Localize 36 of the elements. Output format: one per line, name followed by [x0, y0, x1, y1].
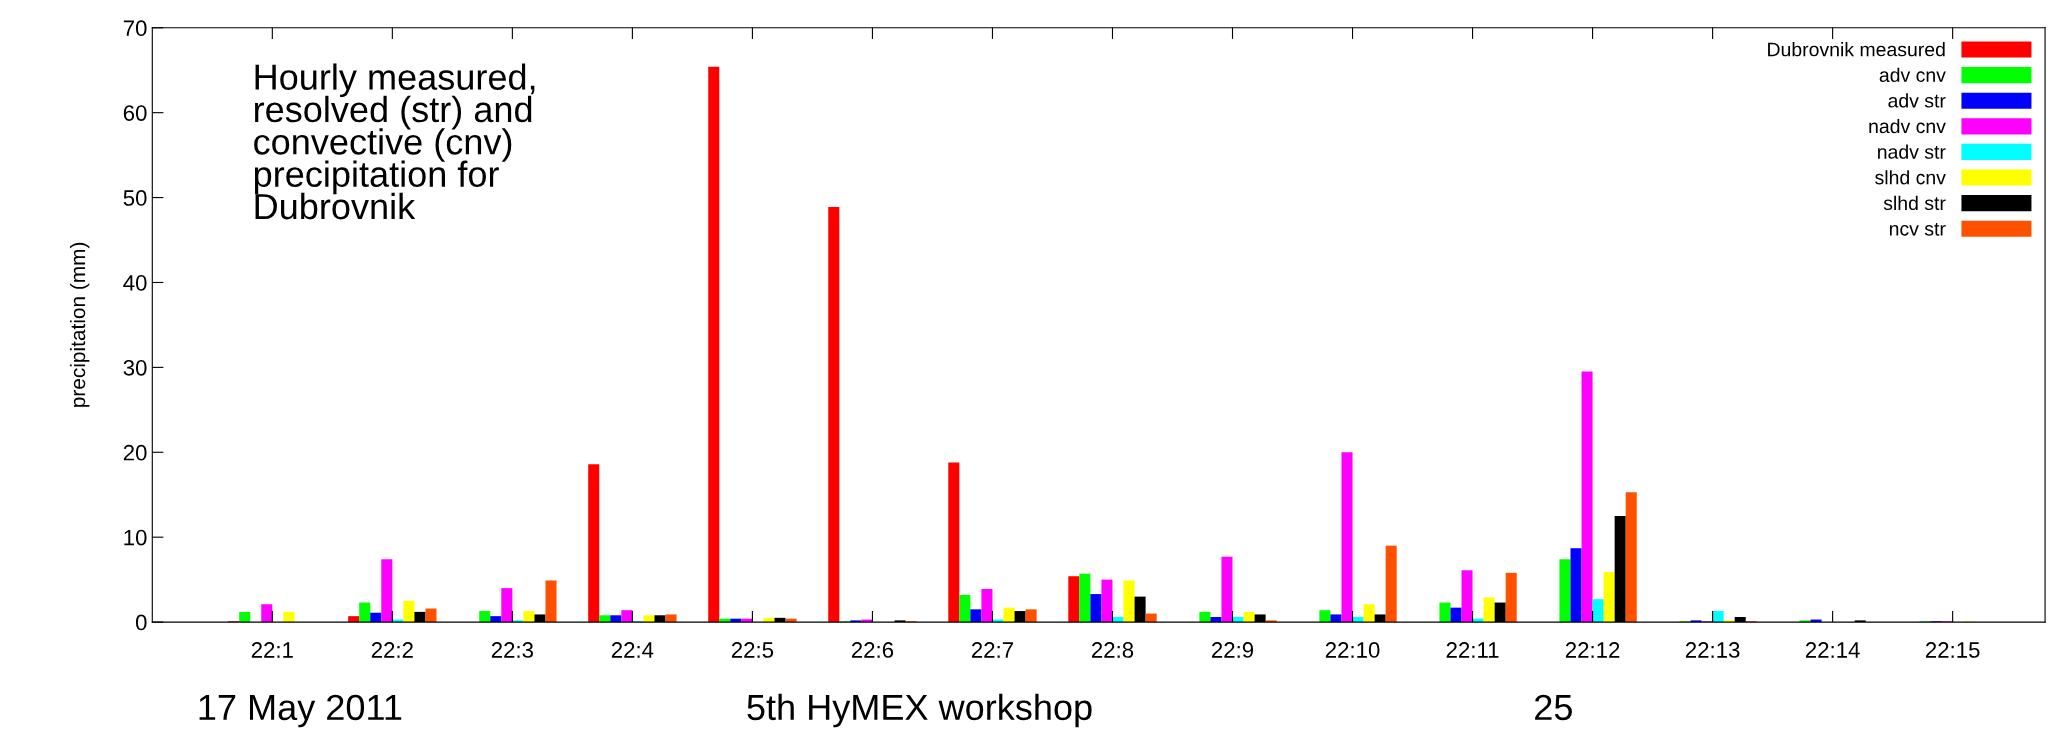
text: 5th HyMEX workshop — [747, 693, 1092, 728]
legend-label: slhd cnv — [1875, 170, 1946, 185]
x-tick-label: 22:8 — [1091, 642, 1134, 658]
y-tick-label: 70 — [123, 20, 147, 37]
y-tick-label: 50 — [123, 190, 147, 206]
y-tick-label: 0 — [135, 614, 147, 631]
x-tick-label: 22:1 — [251, 642, 293, 658]
y-tick-label: 30 — [123, 359, 147, 376]
x-tick-label: 22:10 — [1325, 642, 1380, 658]
legend-label: slhd str — [1883, 195, 1946, 211]
legend-label: Dubrovnik measured — [1768, 42, 1945, 57]
legend-label: ncv str — [1889, 222, 1946, 236]
x-tick-label: 22:7 — [971, 642, 1013, 658]
legend-label: adv cnv — [1879, 67, 1946, 82]
legend-label: nadv str — [1878, 144, 1946, 159]
annotation: Hourly measured, resolved (str) and convective (cnv) precipitation for Dubrovnik — [254, 63, 535, 220]
text: 25 — [1535, 694, 1572, 721]
x-tick-label: 22:15 — [1925, 642, 1980, 658]
x-tick-label: 22:12 — [1565, 642, 1620, 658]
x-tick-label: 22:4 — [611, 642, 654, 658]
x-tick-label: 22:5 — [731, 642, 774, 658]
text: 17 May 2011 — [199, 694, 402, 728]
legend-label: nadv cnv — [1869, 118, 1946, 134]
legend-label: adv str — [1888, 93, 1946, 108]
x-tick-label: 22:2 — [371, 642, 413, 658]
x-tick-label: 22:6 — [851, 642, 894, 658]
y-tick-label: 60 — [123, 105, 147, 121]
y-tick-label: 10 — [124, 529, 147, 546]
x-tick-label: 22:9 — [1212, 642, 1254, 658]
x-tick-label: 22:14 — [1805, 642, 1860, 658]
x-tick-label: 22:11 — [1446, 642, 1499, 658]
y-tick-label: 20 — [123, 444, 147, 461]
x-tick-label: 22:13 — [1685, 642, 1740, 658]
y-tick-label: 40 — [123, 275, 147, 291]
x-tick-label: 22:3 — [491, 642, 534, 658]
y-axis-title: precipitation (mm) — [69, 242, 90, 407]
